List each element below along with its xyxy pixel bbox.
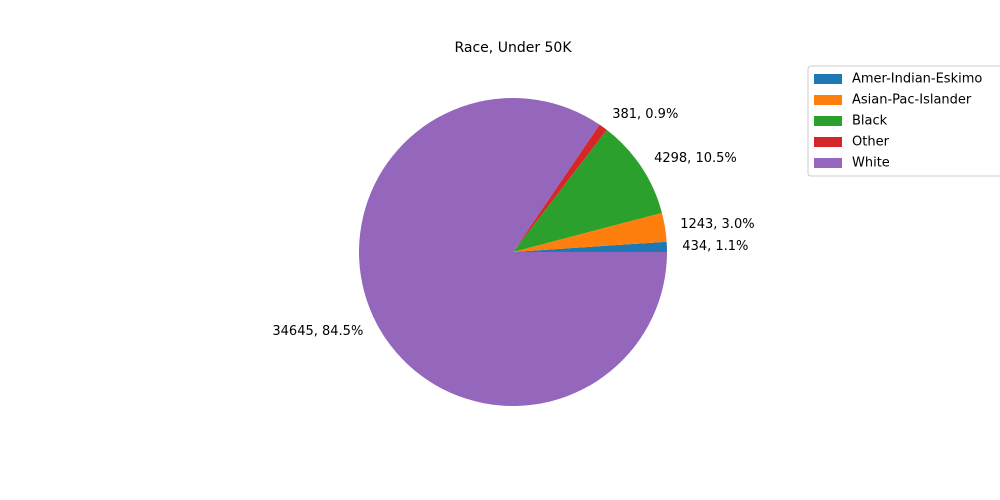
- legend-swatch: [814, 95, 842, 105]
- pie-slice: [513, 241, 667, 252]
- legend: Amer-Indian-Eskimo Asian-Pac-Islander Bl…: [807, 65, 1000, 177]
- legend-frame: [807, 65, 1000, 177]
- pie-slice: [513, 212, 667, 252]
- legend-label: Amer-Indian-Eskimo: [852, 72, 982, 87]
- slice-labels: 434, 1.1% 1243, 3.0% 4298, 10.5% 381, 0.9% 3…: [272, 107, 754, 339]
- legend-swatch: [814, 137, 842, 147]
- slice-data-label: 1243, 3.0%: [680, 217, 754, 232]
- legend-label: White: [852, 156, 890, 171]
- legend-swatch: [814, 74, 842, 84]
- slice-data-label: 381, 0.9%: [612, 107, 678, 122]
- pie-slice: [513, 129, 662, 252]
- pie-slices: [358, 98, 667, 407]
- legend-label: Other: [852, 135, 890, 150]
- slice-data-label: 434, 1.1%: [682, 239, 748, 254]
- legend-label: Asian-Pac-Islander: [852, 93, 972, 108]
- chart-title: Race, Under 50K: [454, 40, 572, 56]
- slice-data-label: 4298, 10.5%: [654, 151, 737, 166]
- legend-swatch: [814, 158, 842, 168]
- legend-label: Black: [852, 114, 888, 129]
- legend-swatch: [814, 116, 842, 126]
- pie-slice: [358, 98, 667, 407]
- slice-data-label: 34645, 84.5%: [272, 324, 363, 339]
- pie-slice: [513, 124, 607, 252]
